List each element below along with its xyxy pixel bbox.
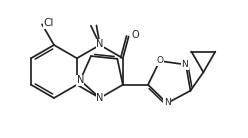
Text: N: N (182, 60, 188, 69)
Text: N: N (96, 93, 104, 103)
Text: N: N (77, 75, 84, 85)
Text: N: N (164, 98, 170, 107)
Text: N: N (96, 39, 104, 50)
Text: O: O (156, 56, 163, 65)
Text: O: O (131, 30, 139, 40)
Text: Cl: Cl (43, 18, 54, 28)
